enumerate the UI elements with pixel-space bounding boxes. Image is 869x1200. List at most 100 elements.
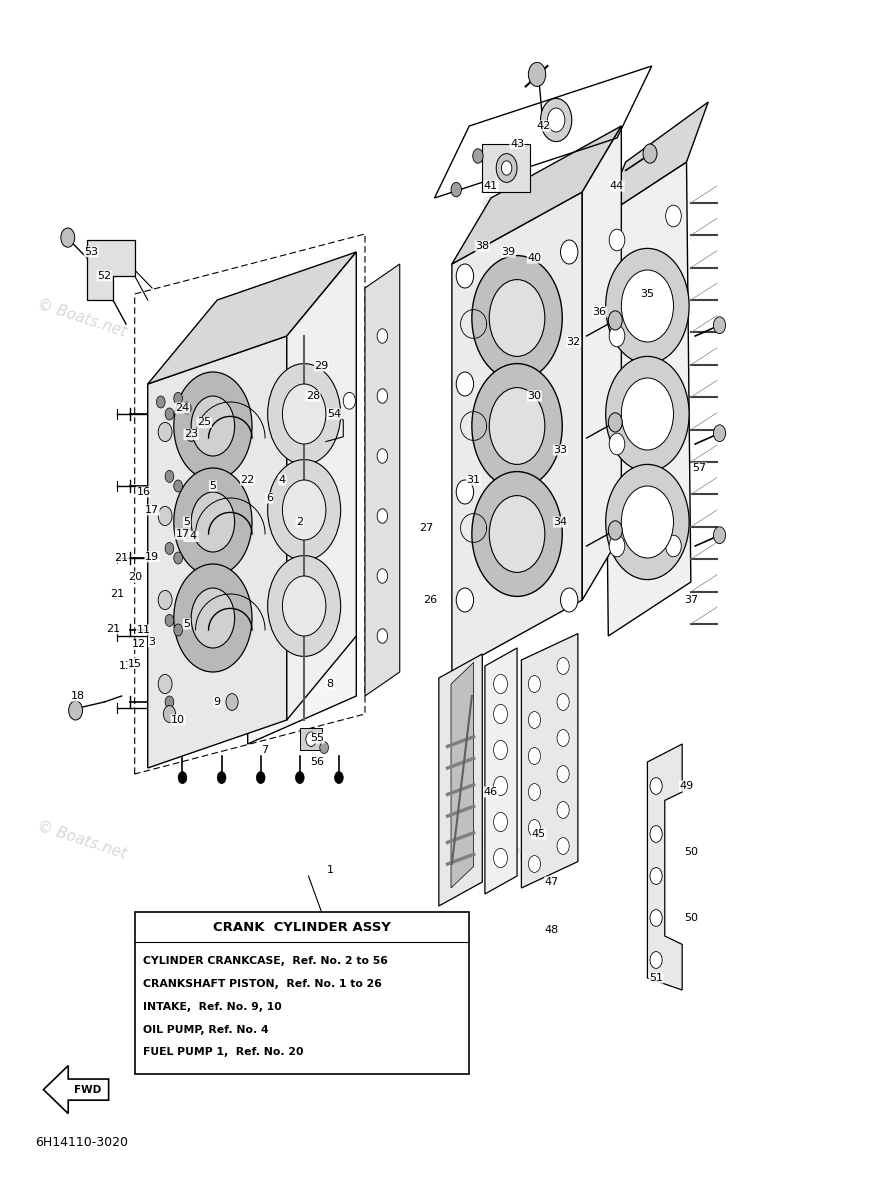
Circle shape [528, 820, 541, 836]
Text: 54: 54 [328, 409, 342, 419]
Circle shape [163, 706, 176, 722]
Text: 3: 3 [149, 637, 156, 647]
Text: 5: 5 [209, 481, 216, 491]
Circle shape [256, 772, 265, 784]
Text: 50: 50 [684, 847, 698, 857]
Text: 28: 28 [306, 391, 320, 401]
Text: 53: 53 [84, 247, 98, 257]
Circle shape [528, 784, 541, 800]
Circle shape [282, 576, 326, 636]
Circle shape [608, 311, 622, 330]
Circle shape [377, 569, 388, 583]
Circle shape [608, 413, 622, 432]
Circle shape [621, 378, 673, 450]
Circle shape [643, 144, 657, 163]
Circle shape [187, 430, 196, 442]
Circle shape [456, 372, 474, 396]
Circle shape [473, 149, 483, 163]
Circle shape [496, 154, 517, 182]
Text: 36: 36 [593, 307, 607, 317]
Circle shape [650, 910, 662, 926]
Text: 20: 20 [128, 572, 142, 582]
Polygon shape [287, 252, 356, 720]
Circle shape [268, 460, 341, 560]
Circle shape [268, 556, 341, 656]
Circle shape [178, 772, 187, 784]
Circle shape [494, 848, 507, 868]
Circle shape [609, 325, 625, 347]
Circle shape [182, 402, 191, 414]
Circle shape [666, 535, 681, 557]
Circle shape [541, 98, 572, 142]
Polygon shape [604, 162, 691, 636]
Text: 15: 15 [128, 659, 142, 668]
Circle shape [666, 205, 681, 227]
Circle shape [494, 704, 507, 724]
Text: © Boats.net: © Boats.net [434, 818, 527, 862]
Text: 37: 37 [684, 595, 698, 605]
Circle shape [650, 826, 662, 842]
Circle shape [174, 392, 182, 404]
Text: 49: 49 [680, 781, 693, 791]
Circle shape [494, 674, 507, 694]
Circle shape [165, 470, 174, 482]
Circle shape [217, 772, 226, 784]
Text: 48: 48 [545, 925, 559, 935]
Circle shape [501, 161, 512, 175]
Text: 42: 42 [536, 121, 550, 131]
Circle shape [557, 694, 569, 710]
Circle shape [158, 590, 172, 610]
Circle shape [489, 388, 545, 464]
Circle shape [377, 449, 388, 463]
Circle shape [489, 496, 545, 572]
Circle shape [713, 425, 726, 442]
Polygon shape [604, 102, 708, 216]
Text: 43: 43 [510, 139, 524, 149]
Circle shape [621, 486, 673, 558]
Circle shape [528, 676, 541, 692]
Text: © Boats.net: © Boats.net [35, 296, 128, 340]
Polygon shape [148, 252, 356, 384]
Text: 30: 30 [527, 391, 541, 401]
Text: 5: 5 [183, 517, 190, 527]
Text: 19: 19 [145, 552, 159, 562]
Text: 4: 4 [279, 475, 286, 485]
Circle shape [174, 552, 182, 564]
Text: 40: 40 [527, 253, 541, 263]
Text: 34: 34 [554, 517, 567, 527]
Circle shape [174, 372, 252, 480]
Text: 6H14110-3020: 6H14110-3020 [35, 1136, 128, 1148]
Text: 10: 10 [171, 715, 185, 725]
Polygon shape [452, 192, 582, 672]
Circle shape [174, 564, 252, 672]
Circle shape [547, 108, 565, 132]
Circle shape [606, 464, 689, 580]
Circle shape [557, 838, 569, 854]
Bar [300, 728, 322, 750]
Circle shape [226, 694, 238, 710]
Circle shape [377, 629, 388, 643]
Circle shape [377, 329, 388, 343]
Text: 57: 57 [693, 463, 706, 473]
Text: 6: 6 [266, 493, 273, 503]
Text: 17: 17 [145, 505, 159, 515]
Text: 16: 16 [136, 487, 150, 497]
Text: 9: 9 [214, 697, 221, 707]
Text: 55: 55 [310, 733, 324, 743]
Circle shape [174, 468, 252, 576]
Circle shape [343, 392, 355, 409]
Text: 50: 50 [684, 913, 698, 923]
Text: 25: 25 [197, 418, 211, 427]
Text: OIL PUMP, Ref. No. 4: OIL PUMP, Ref. No. 4 [143, 1025, 269, 1034]
Polygon shape [439, 654, 482, 906]
Circle shape [608, 521, 622, 540]
Circle shape [165, 614, 174, 626]
Text: 21: 21 [115, 553, 129, 563]
Circle shape [306, 732, 316, 746]
Text: 35: 35 [640, 289, 654, 299]
Circle shape [528, 712, 541, 728]
Text: © Boats.net: © Boats.net [35, 818, 128, 862]
Text: 44: 44 [610, 181, 624, 191]
Circle shape [456, 264, 474, 288]
Polygon shape [43, 1066, 109, 1114]
